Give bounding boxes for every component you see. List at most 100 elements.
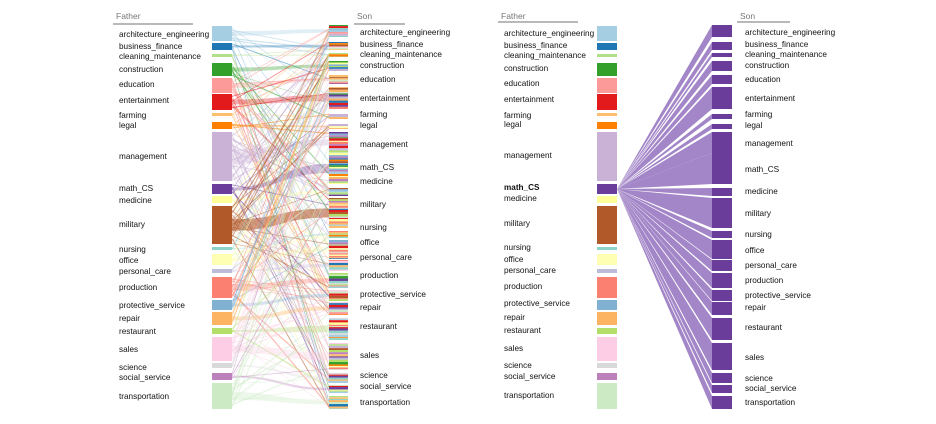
son-bar-personal-care[interactable] — [329, 260, 348, 271]
father-bar-business-finance[interactable] — [212, 43, 232, 50]
son-stripe — [329, 258, 348, 259]
son-bar-medicine[interactable] — [329, 188, 348, 196]
father-bar-right-cleaning-maintenance[interactable] — [597, 54, 617, 57]
son-stripe — [329, 269, 348, 271]
son-bar-right-cleaning-maintenance[interactable] — [712, 53, 732, 57]
son-bar-military[interactable] — [329, 198, 348, 228]
son-bar-business-finance[interactable] — [329, 42, 348, 50]
father-bar-right-protective-service[interactable] — [597, 300, 617, 310]
son-bar-right-medicine[interactable] — [712, 188, 732, 196]
father-bar-right-business-finance[interactable] — [597, 43, 617, 50]
son-bar-production[interactable] — [329, 273, 348, 288]
son-bar-right-nursing[interactable] — [712, 231, 732, 238]
father-bar-office[interactable] — [212, 254, 232, 265]
father-bar-right-farming[interactable] — [597, 113, 617, 116]
father-bar-right-social-service[interactable] — [597, 373, 617, 380]
father-bar-right-management[interactable] — [597, 132, 617, 181]
father-bar-right-transportation[interactable] — [597, 383, 617, 409]
father-bar-legal[interactable] — [212, 122, 232, 129]
father-bar-sales[interactable] — [212, 337, 232, 361]
son-bar-right-farming[interactable] — [712, 114, 732, 119]
son-bar-education[interactable] — [329, 75, 348, 84]
father-bar-cleaning-maintenance[interactable] — [212, 54, 232, 57]
father-bar-right-military[interactable] — [597, 206, 617, 244]
son-bar-transportation[interactable] — [329, 396, 348, 409]
son-bar-right-protective-service[interactable] — [712, 290, 732, 301]
flow-line — [231, 320, 330, 404]
father-bar-right-personal-care[interactable] — [597, 269, 617, 273]
son-bar-office[interactable] — [329, 240, 348, 259]
son-bar-repair[interactable] — [329, 302, 348, 315]
father-bar-repair[interactable] — [212, 312, 232, 325]
father-bar-right-legal[interactable] — [597, 122, 617, 129]
son-bar-right-entertainment[interactable] — [712, 87, 732, 109]
son-bar-right-personal-care[interactable] — [712, 260, 732, 271]
son-stripe — [329, 47, 348, 50]
son-bar-right-construction[interactable] — [712, 61, 732, 71]
son-bar-right-business-finance[interactable] — [712, 42, 732, 50]
son-bar-right-office[interactable] — [712, 240, 732, 259]
son-bar-right-legal[interactable] — [712, 124, 732, 129]
son-bar-nursing[interactable] — [329, 231, 348, 238]
son-bar-right-management[interactable] — [712, 132, 732, 153]
father-bar-right-sales[interactable] — [597, 337, 617, 361]
father-bar-math-CS[interactable] — [212, 184, 232, 194]
son-bar-social-service[interactable] — [329, 385, 348, 393]
son-bar-right-production[interactable] — [712, 273, 732, 288]
father-bar-education[interactable] — [212, 78, 232, 93]
father-bar-restaurant[interactable] — [212, 328, 232, 334]
son-bar-restaurant[interactable] — [329, 318, 348, 340]
son-bar-right-repair[interactable] — [712, 302, 732, 315]
father-bar-military[interactable] — [212, 206, 232, 244]
father-bar-right-architecture-engineering[interactable] — [597, 26, 617, 41]
son-bar-management[interactable] — [329, 132, 348, 153]
son-bar-sales[interactable] — [329, 343, 348, 370]
father-bar-personal-care[interactable] — [212, 269, 232, 273]
son-stripe — [329, 354, 348, 357]
son-bar-farming[interactable] — [329, 114, 348, 119]
son-bar-right-restaurant[interactable] — [712, 318, 732, 340]
father-bar-right-nursing[interactable] — [597, 247, 617, 250]
son-bar-right-education[interactable] — [712, 75, 732, 84]
son-bar-right-architecture-engineering[interactable] — [712, 25, 732, 37]
father-bar-right-entertainment[interactable] — [597, 94, 617, 110]
father-bar-nursing[interactable] — [212, 247, 232, 250]
son-bar-right-sales[interactable] — [712, 343, 732, 370]
father-bar-right-restaurant[interactable] — [597, 328, 617, 334]
father-bar-protective-service[interactable] — [212, 300, 232, 310]
son-bar-right-military[interactable] — [712, 198, 732, 228]
son-stripe — [329, 61, 348, 63]
son-bar-right-science[interactable] — [712, 373, 732, 383]
son-bar-cleaning-maintenance[interactable] — [329, 53, 348, 57]
son-bar-legal[interactable] — [329, 124, 348, 129]
son-bar-architecture-engineering[interactable] — [329, 25, 348, 37]
father-bar-production[interactable] — [212, 277, 232, 298]
father-bar-right-production[interactable] — [597, 277, 617, 298]
father-bar-science[interactable] — [212, 363, 232, 368]
father-bar-management[interactable] — [212, 132, 232, 181]
son-bar-construction[interactable] — [329, 61, 348, 71]
father-bar-architecture-engineering[interactable] — [212, 26, 232, 41]
son-stripe — [329, 298, 348, 300]
son-bar-right-math-CS[interactable] — [712, 153, 732, 184]
father-bar-right-education[interactable] — [597, 78, 617, 93]
son-bar-right-social-service[interactable] — [712, 385, 732, 393]
son-bar-math-CS[interactable] — [329, 153, 348, 184]
father-bar-entertainment[interactable] — [212, 94, 232, 110]
father-bar-right-repair[interactable] — [597, 312, 617, 325]
father-bar-farming[interactable] — [212, 113, 232, 116]
father-bar-right-science[interactable] — [597, 363, 617, 368]
father-bar-medicine[interactable] — [212, 196, 232, 203]
father-bar-right-math-CS[interactable] — [597, 184, 617, 194]
son-bar-protective-service[interactable] — [329, 290, 348, 301]
father-bar-right-construction[interactable] — [597, 63, 617, 76]
father-bar-right-medicine[interactable] — [597, 196, 617, 203]
father-bar-transportation[interactable] — [212, 383, 232, 409]
father-bar-right-office[interactable] — [597, 254, 617, 265]
father-bar-construction[interactable] — [212, 63, 232, 76]
son-bar-entertainment[interactable] — [329, 87, 348, 109]
son-bar-right-transportation[interactable] — [712, 396, 732, 409]
father-bar-social-service[interactable] — [212, 373, 232, 380]
son-stripe — [329, 252, 348, 255]
son-bar-science[interactable] — [329, 373, 348, 383]
